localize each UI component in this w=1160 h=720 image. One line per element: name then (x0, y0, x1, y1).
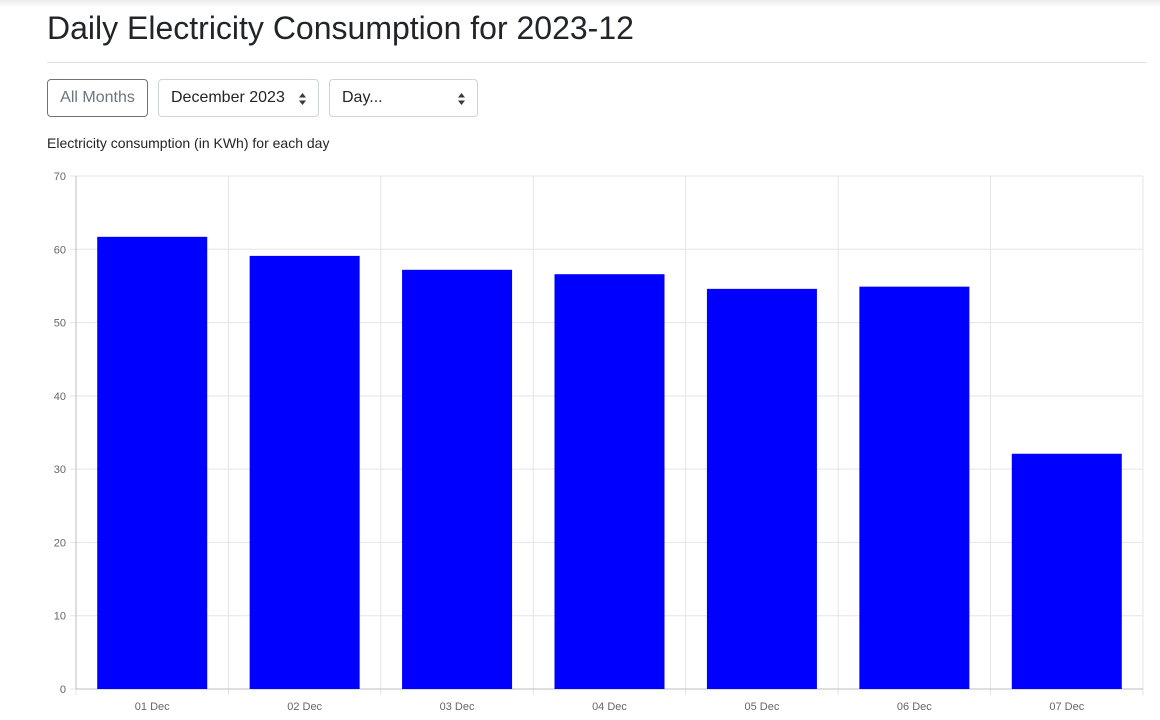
bar-04-dec (554, 274, 665, 689)
x-tick-label: 03 Dec (440, 701, 475, 713)
top-shadow (0, 0, 1160, 8)
consumption-bar-chart: 0 10 20 30 40 50 60 70 01 Dec 02 Dec 03 Dec 04 Dec 0… (54, 171, 1144, 713)
bar-06-dec (859, 286, 970, 689)
month-select[interactable]: December 2023 (158, 79, 319, 117)
y-tick-label: 20 (54, 537, 66, 549)
y-tick-label: 30 (54, 464, 66, 476)
up-down-caret-icon (458, 93, 465, 105)
month-select-value: December 2023 (171, 89, 285, 106)
x-tick-label: 07 Dec (1049, 701, 1084, 713)
x-tick-label: 01 Dec (135, 701, 170, 713)
y-tick-label: 0 (60, 684, 66, 696)
title-divider (47, 62, 1147, 63)
y-tick-label: 60 (54, 244, 66, 256)
bar-07-dec (1011, 453, 1122, 689)
y-tick-label: 70 (54, 171, 66, 183)
page-title: Daily Electricity Consumption for 2023-1… (47, 10, 634, 46)
y-tick-label: 10 (54, 611, 66, 623)
up-down-caret-icon (299, 93, 306, 105)
day-select-value: Day... (342, 89, 383, 106)
bar-01-dec (97, 236, 208, 689)
all-months-button[interactable]: All Months (47, 79, 148, 117)
chart-caption: Electricity consumption (in KWh) for eac… (47, 135, 330, 151)
bar-02-dec (249, 255, 360, 689)
x-tick-label: 04 Dec (592, 701, 627, 713)
day-select[interactable]: Day... (329, 79, 478, 117)
x-tick-label: 05 Dec (744, 701, 779, 713)
y-tick-label: 40 (54, 391, 66, 403)
bar-03-dec (402, 269, 513, 689)
x-tick-label: 02 Dec (287, 701, 322, 713)
bar-05-dec (706, 288, 817, 689)
x-tick-label: 06 Dec (897, 701, 932, 713)
y-tick-label: 50 (54, 318, 66, 330)
